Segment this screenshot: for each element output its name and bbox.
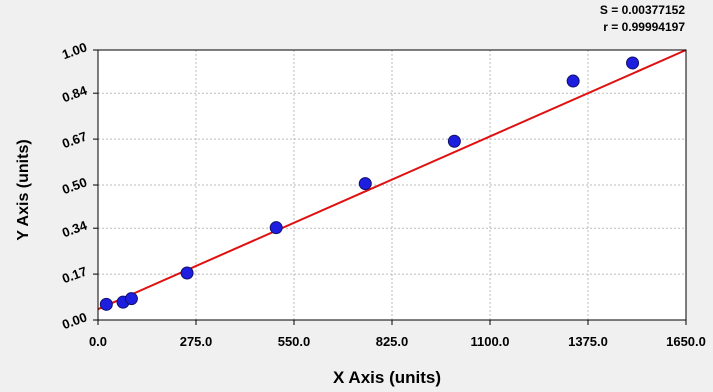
stat-s: S = 0.00377152 [599, 3, 685, 17]
y-tick-label: 0.67 [60, 128, 89, 151]
x-tick-label: 0.0 [89, 334, 107, 349]
x-tick-label: 1650.0 [666, 334, 706, 349]
data-point [566, 74, 580, 88]
x-tick-label: 825.0 [376, 334, 409, 349]
y-tick-label: 0.84 [60, 82, 90, 105]
data-point [358, 177, 372, 191]
data-point [269, 221, 283, 235]
data-point [447, 134, 461, 148]
data-point [124, 292, 138, 306]
data-points [99, 56, 640, 311]
axis-labels: X Axis (units) Y Axis (units) [15, 139, 441, 387]
y-tick-label: 0.50 [60, 174, 89, 197]
x-axis-label: X Axis (units) [333, 368, 441, 387]
data-point [626, 56, 640, 70]
x-tick-label: 1375.0 [568, 334, 608, 349]
plot-border [97, 49, 687, 321]
y-tick-label: 0.17 [60, 263, 89, 286]
y-tick-label: 0.00 [60, 309, 89, 332]
x-tick-label: 550.0 [278, 334, 311, 349]
y-tick-label: 1.00 [60, 39, 89, 62]
y-axis-label: Y Axis (units) [15, 139, 32, 240]
fit-line [97, 49, 687, 311]
stat-r: r = 0.99994197 [603, 20, 685, 34]
x-tick-label: 275.0 [180, 334, 213, 349]
y-tick-label: 0.34 [60, 217, 90, 240]
data-point [180, 266, 194, 280]
fit-line-group [97, 49, 687, 311]
x-tick-label: 1100.0 [470, 334, 509, 349]
data-point [99, 297, 113, 311]
